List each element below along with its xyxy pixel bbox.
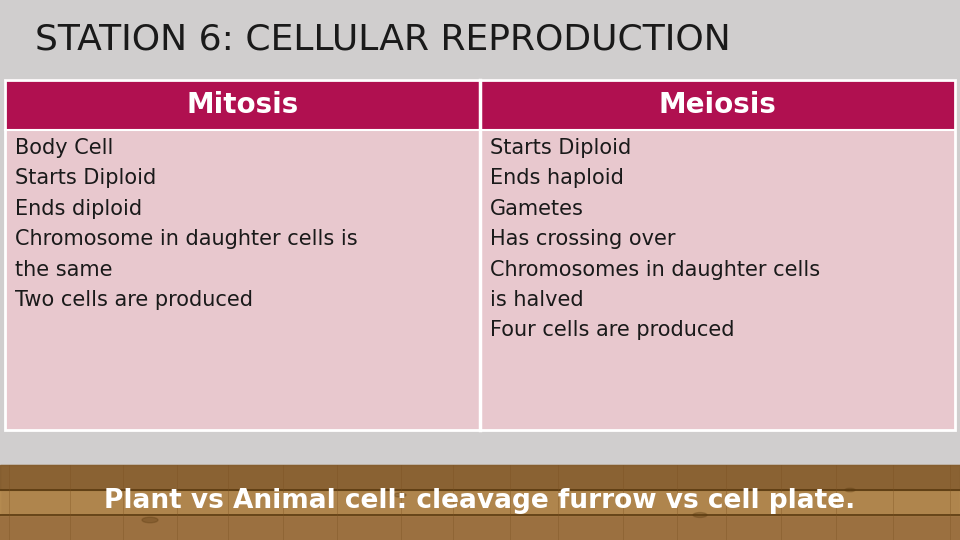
Text: STATION 6: CELLULAR REPRODUCTION: STATION 6: CELLULAR REPRODUCTION	[35, 23, 731, 57]
Text: Starts Diploid
Ends haploid
Gametes
Has crossing over
Chromosomes in daughter ce: Starts Diploid Ends haploid Gametes Has …	[490, 138, 820, 340]
Text: Mitosis: Mitosis	[186, 91, 299, 119]
Bar	[0, 0, 960, 465]
Text: Body Cell
Starts Diploid
Ends diploid
Chromosome in daughter cells is
the same
T: Body Cell Starts Diploid Ends diploid Ch…	[15, 138, 358, 310]
Bar	[0, 465, 960, 490]
Bar	[480, 80, 955, 130]
Bar	[5, 130, 480, 430]
Bar	[5, 80, 480, 130]
Bar	[0, 490, 960, 515]
Bar	[0, 465, 960, 540]
Ellipse shape	[142, 517, 158, 523]
Text: Plant vs Animal cell: cleavage furrow vs cell plate.: Plant vs Animal cell: cleavage furrow vs…	[105, 488, 855, 514]
Ellipse shape	[845, 488, 855, 492]
Bar	[5, 80, 955, 430]
Ellipse shape	[394, 493, 406, 497]
Bar	[0, 515, 960, 540]
Text: Meiosis: Meiosis	[659, 91, 777, 119]
Ellipse shape	[693, 512, 707, 517]
Bar	[480, 130, 955, 430]
